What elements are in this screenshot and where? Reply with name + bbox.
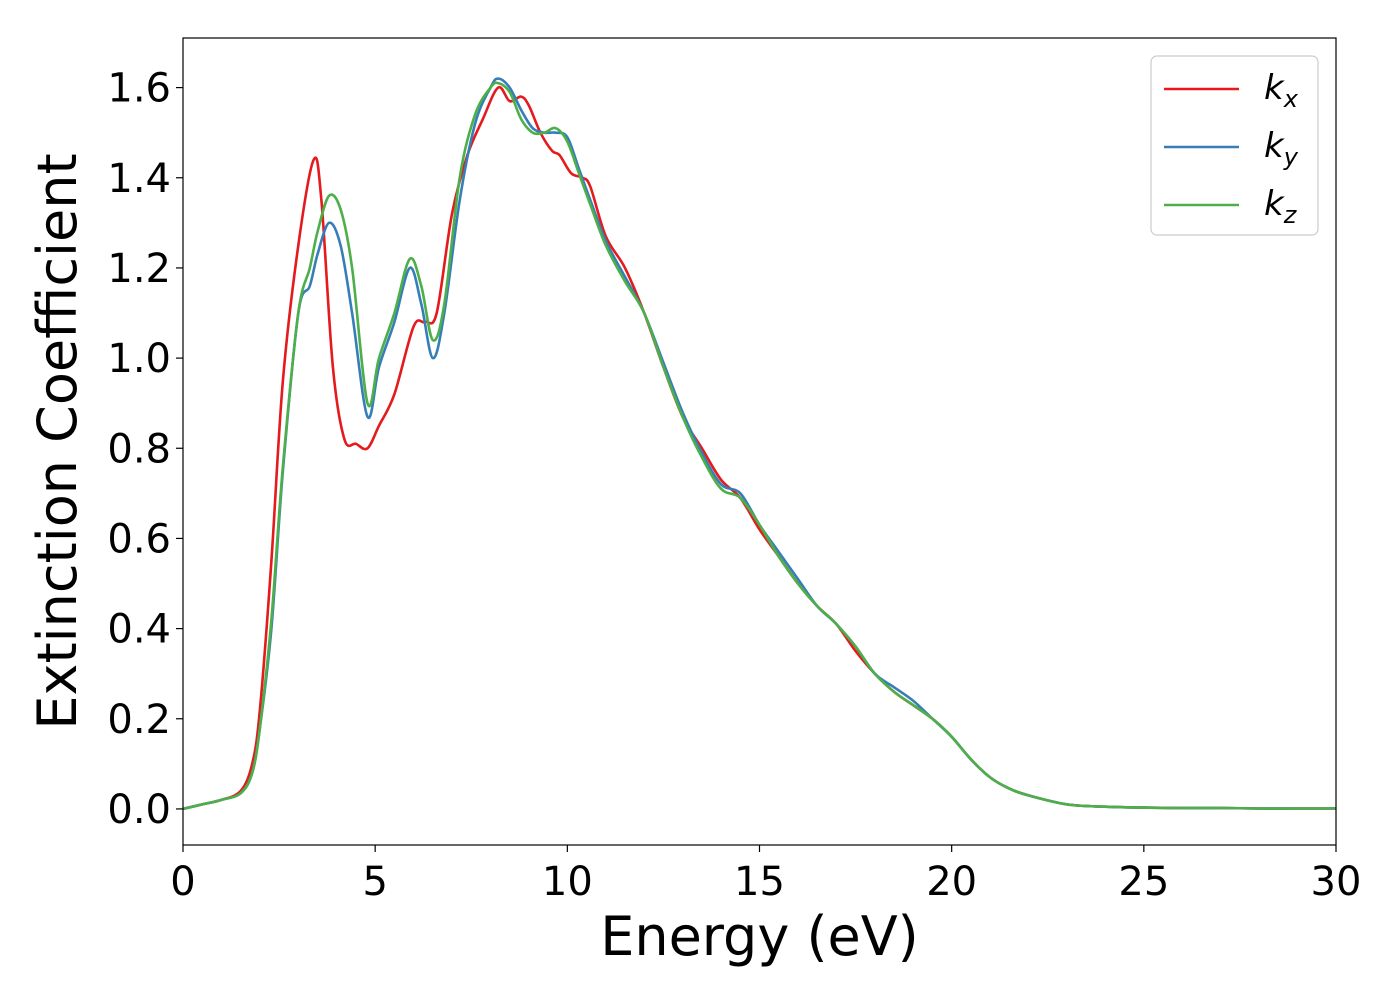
- y-tick-label: 1.4: [107, 156, 171, 202]
- legend-label-z: kz: [1264, 184, 1298, 229]
- x-tick-label: 0: [170, 859, 195, 905]
- x-tick-label: 15: [734, 859, 785, 905]
- y-tick-label: 1.0: [107, 336, 171, 382]
- legend-label-x: kx: [1264, 68, 1299, 113]
- x-tick-label: 10: [542, 859, 593, 905]
- legend: kx ky kz: [1150, 55, 1319, 236]
- y-tick-label: 0.8: [107, 426, 171, 472]
- y-tick-label: 0.4: [107, 607, 171, 653]
- x-axis-title: Energy (eV): [600, 905, 919, 968]
- y-tick-label: 1.6: [107, 66, 171, 112]
- x-tick-label: 30: [1311, 859, 1362, 905]
- series-line-z: [182, 81, 1336, 811]
- y-tick-label: 0.2: [107, 697, 171, 743]
- axis-ticks: 0 5 10 15 20 25 30 0.0 0.2 0.4 0.6 0.8 1.0 1.2 1.4 1.6: [107, 66, 1361, 905]
- legend-label-y: ky: [1264, 126, 1299, 171]
- series-layer: [182, 77, 1336, 811]
- y-tick-label: 1.2: [107, 246, 171, 292]
- y-tick-label: 0.0: [107, 787, 171, 833]
- legend-box: [1150, 55, 1319, 236]
- x-tick-label: 5: [362, 859, 387, 905]
- y-axis-title: Extinction Coefficient: [26, 153, 89, 729]
- y-tick-label: 0.6: [107, 516, 171, 562]
- x-tick-label: 25: [1118, 859, 1169, 905]
- x-tick-label: 20: [926, 859, 977, 905]
